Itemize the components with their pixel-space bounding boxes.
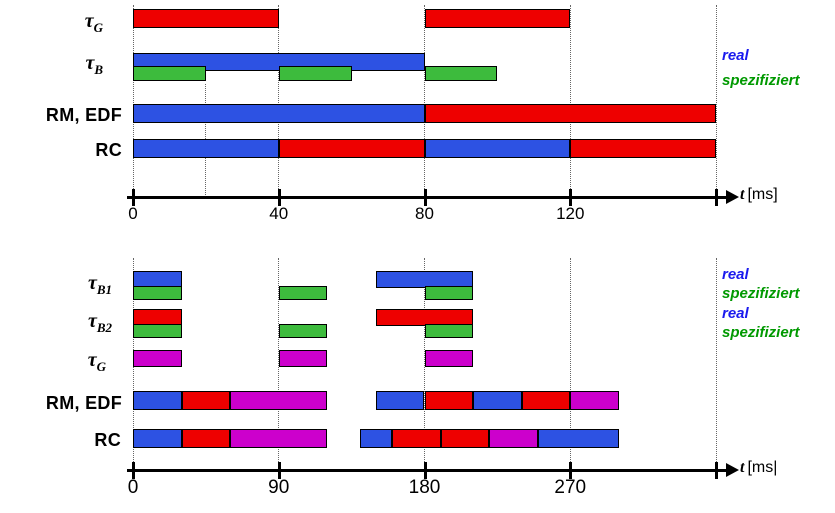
task-bar-green <box>278 286 328 300</box>
gridline <box>715 5 717 197</box>
tau-symbol: τ <box>84 10 94 32</box>
legend-spezifiziert-label: spezifiziert <box>722 324 800 341</box>
gridline <box>278 5 280 197</box>
axis-label-variable: t <box>740 459 745 476</box>
tau-subscript: G <box>93 20 103 35</box>
gridline <box>424 5 425 197</box>
gridline <box>569 258 571 470</box>
task-bar-blue <box>375 271 474 288</box>
axis-label-variable: t <box>740 186 745 203</box>
task-bar-blue <box>359 429 393 448</box>
axis-arrowhead-icon <box>726 463 739 477</box>
legend-real-label: real <box>722 47 749 64</box>
legend-spezifiziert-label: spezifiziert <box>722 285 800 302</box>
tau-subscript: G <box>96 359 106 374</box>
axis-tick <box>569 189 573 206</box>
axis-tick <box>715 189 718 206</box>
axis-tick <box>569 462 573 479</box>
tau-symbol: τ <box>85 52 95 74</box>
row-label-tau-g2: τG <box>0 349 106 375</box>
tau-subscript: B <box>94 62 103 77</box>
tick-label: 0 <box>128 204 138 223</box>
task-bar-magenta <box>489 429 538 448</box>
task-bar-red <box>392 429 441 448</box>
task-bar-green <box>424 324 474 338</box>
task-bar-red <box>440 429 490 448</box>
task-bar-red <box>424 9 571 28</box>
task-bar-blue <box>133 429 182 448</box>
axis-tick <box>715 462 718 479</box>
gridline <box>569 5 571 197</box>
legend-spezifiziert-label: spezifiziert <box>722 72 800 89</box>
axis-arrowhead-icon <box>726 190 739 204</box>
task-bar-red <box>424 104 716 123</box>
axis-tick <box>132 189 135 206</box>
axis-label-unit: [ms] <box>747 186 778 203</box>
task-bar-red <box>375 309 474 326</box>
axis-tick <box>423 189 427 206</box>
row-label-rm-edf-2: RM, EDF <box>45 393 122 413</box>
task-bar-red <box>181 429 231 448</box>
row-label-tau-b: τB <box>0 52 103 78</box>
tau-symbol: τ <box>87 272 97 294</box>
time-axis-label: t [ms] <box>740 186 778 204</box>
tau-symbol: τ <box>87 310 97 332</box>
row-label-rc-2: RC <box>94 430 121 450</box>
tick-label: 40 <box>269 204 289 223</box>
row-label-rc: RC <box>95 140 122 160</box>
task-bar-green <box>278 66 352 81</box>
tick-label: 270 <box>554 477 587 498</box>
axis-tick <box>132 462 135 479</box>
gridline <box>132 5 134 197</box>
tick-label: 90 <box>268 477 290 498</box>
legend-real-label: real <box>722 266 749 283</box>
time-axis <box>127 196 728 199</box>
tau-symbol: τ <box>87 349 97 371</box>
task-bar-green <box>424 66 498 81</box>
row-label-tau-b1: τB1 <box>0 272 112 298</box>
task-bar-magenta <box>230 391 328 410</box>
task-bar-green <box>133 324 182 338</box>
task-bar-blue <box>473 391 522 410</box>
axis-tick <box>277 462 281 479</box>
tick-label: 180 <box>408 477 441 498</box>
tick-label: 80 <box>415 204 434 223</box>
task-bar-blue <box>133 391 182 410</box>
tau-subscript: B1 <box>96 282 112 297</box>
task-bar-red <box>278 139 425 158</box>
task-bar-red <box>521 391 571 410</box>
time-axis-label: t [ms| <box>740 459 777 477</box>
tau-subscript: B2 <box>96 320 112 335</box>
gridline <box>715 258 717 470</box>
task-bar-red <box>424 391 474 410</box>
row-label-tau-b2: τB2 <box>0 310 112 336</box>
task-bar-green <box>424 286 474 300</box>
task-bar-magenta <box>570 391 619 410</box>
task-bar-green <box>133 286 182 300</box>
task-bar-magenta <box>133 350 182 367</box>
axis-tick <box>277 189 281 206</box>
tick-label: 0 <box>127 477 139 498</box>
task-bar-magenta <box>424 350 474 367</box>
task-bar-green <box>278 324 328 338</box>
legend-real-label: real <box>722 305 749 322</box>
task-bar-red <box>181 391 231 410</box>
row-label-tau-g: τG <box>0 10 103 36</box>
task-bar-magenta <box>278 350 328 367</box>
task-bar-blue <box>424 139 571 158</box>
task-bar-blue <box>133 139 279 158</box>
axis-label-unit: [ms| <box>747 459 778 476</box>
row-label-rm-edf: RM, EDF <box>45 105 122 125</box>
task-bar-red <box>570 139 716 158</box>
task-bar-blue <box>537 429 619 448</box>
task-bar-magenta <box>230 429 328 448</box>
axis-tick <box>423 462 427 479</box>
tick-label: 120 <box>556 204 585 223</box>
task-bar-green <box>133 66 206 81</box>
task-bar-red <box>133 9 279 28</box>
task-bar-blue <box>375 391 425 410</box>
task-bar-blue <box>133 104 425 123</box>
time-axis <box>127 469 728 472</box>
